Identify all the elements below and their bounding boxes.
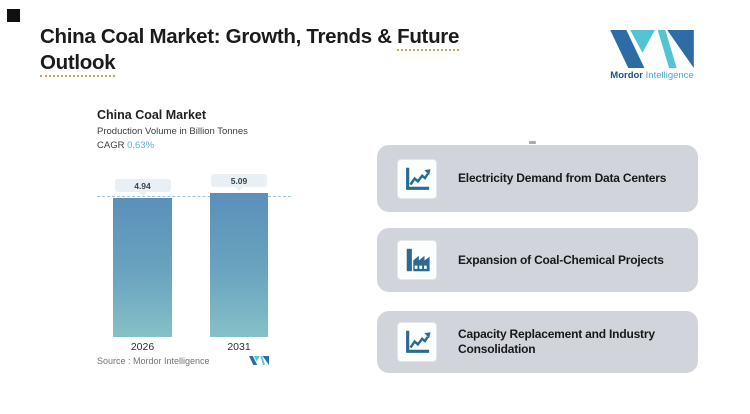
icon-box	[397, 322, 437, 362]
source-row: Source : Mordor Intelligence	[97, 355, 269, 366]
driver-label: Expansion of Coal-Chemical Projects	[458, 252, 664, 267]
chart-cagr: CAGR 0.63%	[97, 140, 154, 151]
title-word-future: Future	[397, 25, 459, 51]
line-chart-icon	[406, 330, 431, 353]
driver-label: Electricity Demand from Data Centers	[458, 171, 667, 185]
icon-box	[397, 240, 437, 280]
decorative-dash	[529, 141, 536, 144]
mordor-mini-logo-icon	[249, 355, 269, 366]
title-line-2: Outlook	[40, 50, 560, 77]
value-label-2026: 4.94	[114, 179, 171, 196]
reference-dashed-line	[97, 196, 291, 197]
bar-column-2031: 5.09	[210, 170, 268, 337]
chart-title: China Coal Market	[97, 108, 207, 122]
corner-marker	[7, 9, 20, 22]
x-tick-2031: 2031	[227, 341, 251, 353]
brand-logo: Mordor Intelligence	[606, 30, 698, 81]
bar-2026	[113, 198, 172, 337]
bar-2031	[210, 193, 268, 337]
icon-box	[397, 158, 437, 199]
driver-card-capacity-replacement: Capacity Replacement and Industry Consol…	[377, 311, 698, 373]
page-title: China Coal Market: Growth, Trends & Futu…	[40, 24, 560, 77]
cagr-label: CAGR	[97, 140, 125, 151]
title-line-1: China Coal Market: Growth, Trends & Futu…	[40, 24, 560, 51]
factory-icon	[406, 248, 430, 272]
cagr-value: 0.63%	[127, 140, 155, 151]
driver-card-coal-chemical: Expansion of Coal-Chemical Projects	[377, 228, 698, 292]
chart-subtitle: Production Volume in Billion Tonnes	[97, 126, 248, 137]
brand-name-primary: Mordor	[610, 70, 643, 81]
line-chart-icon	[406, 167, 431, 190]
driver-label: Capacity Replacement and Industry Consol…	[458, 327, 655, 356]
mordor-logo-icon	[610, 30, 694, 68]
brand-name: Mordor Intelligence	[606, 70, 698, 81]
x-tick-2026: 2026	[130, 341, 155, 353]
driver-card-electricity-demand: Electricity Demand from Data Centers	[377, 145, 698, 212]
brand-name-secondary: Intelligence	[645, 70, 694, 81]
plot-area: 4.94 5.09 2026 2031	[97, 170, 297, 353]
production-bar-chart: China Coal Market Production Volume in B…	[97, 108, 309, 376]
bar-column-2026: 4.94	[113, 170, 172, 337]
source-label: Source : Mordor Intelligence	[97, 355, 210, 366]
value-label-2031: 5.09	[211, 174, 267, 191]
